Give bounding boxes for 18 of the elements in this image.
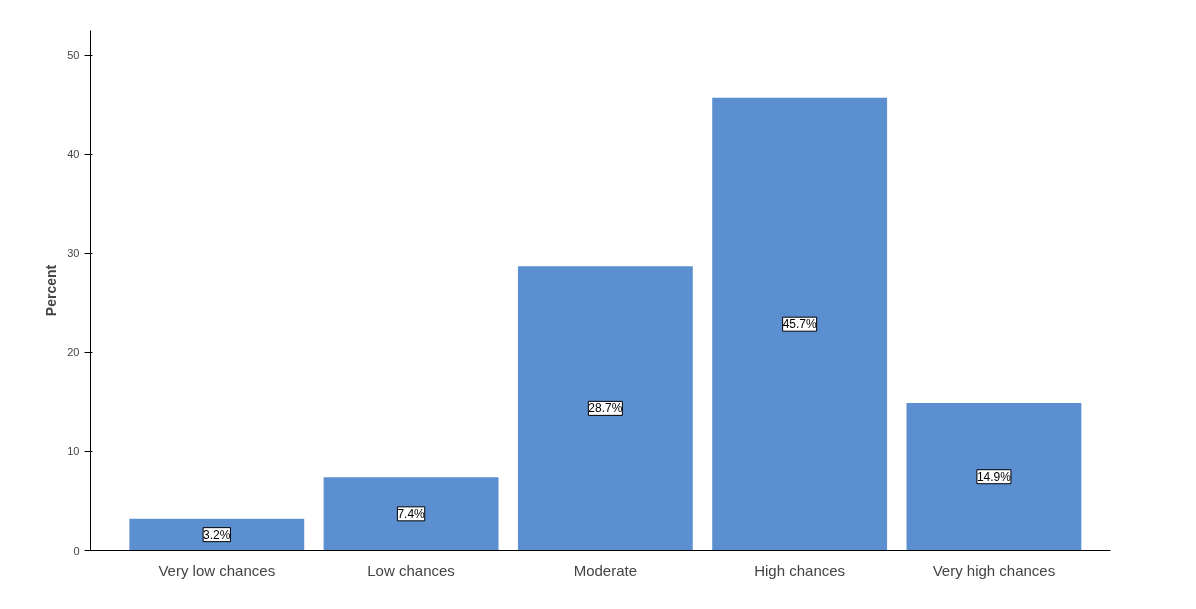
y-tick-label: 10 (67, 445, 80, 458)
y-tick-label: 40 (67, 148, 80, 161)
x-tick-label: Very high chances (932, 561, 1056, 579)
x-tick-label: High chances (754, 561, 846, 579)
bar (906, 402, 1082, 551)
x-tick-label: Very low chances (158, 561, 276, 579)
y-tick-label: 50 (67, 49, 80, 62)
bar (712, 97, 888, 551)
y-tick-label: 30 (67, 247, 80, 260)
y-tick-label: 0 (73, 544, 80, 557)
data-label: 28.7% (588, 401, 623, 416)
x-tick-label: Low chances (367, 561, 455, 579)
y-tick-label: 20 (67, 346, 80, 359)
y-axis-title: Percent (43, 264, 60, 317)
bar (517, 266, 693, 551)
bar (323, 477, 499, 551)
x-tick-label: Moderate (573, 561, 638, 579)
bar (129, 518, 305, 551)
